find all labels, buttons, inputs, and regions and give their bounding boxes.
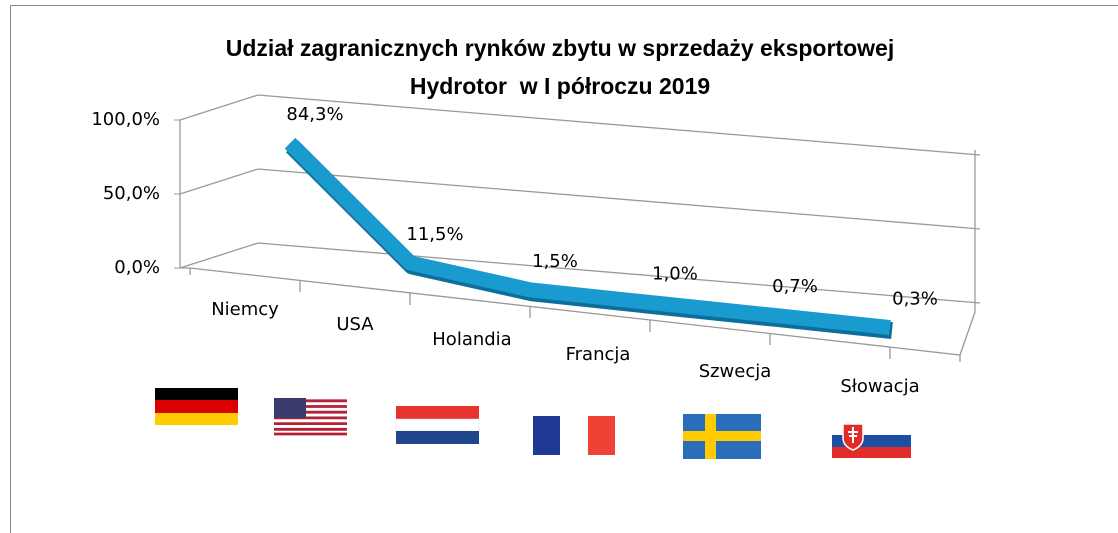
y-tick-label: 0,0%: [114, 257, 160, 278]
data-label: 11,5%: [406, 224, 463, 245]
flag-sweden: [683, 414, 761, 459]
flag-france: [533, 416, 615, 455]
y-tick-label: 100,0%: [91, 109, 160, 130]
x-tick-label: Szwecja: [699, 361, 772, 382]
data-label: 0,7%: [772, 276, 818, 297]
data-label: 1,5%: [532, 251, 578, 272]
x-tick-label: Niemcy: [211, 299, 279, 320]
flag-germany: [155, 388, 238, 425]
y-tick-label: 50,0%: [103, 183, 160, 204]
data-label: 1,0%: [652, 264, 698, 285]
data-label: 0,3%: [892, 289, 938, 310]
x-tick-label: Holandia: [432, 329, 511, 350]
chart-title: Hydrotor w I półroczu 2019: [410, 73, 710, 99]
chart-title: Udział zagranicznych rynków zbytu w sprz…: [226, 35, 894, 61]
flag-slovakia: [832, 423, 911, 458]
x-tick-label: Słowacja: [840, 376, 919, 397]
x-tick-label: Francja: [566, 344, 631, 365]
chart-border: [10, 5, 1118, 533]
grid-line: [179, 168, 981, 230]
axis-frame: [179, 120, 976, 356]
data-label: 84,3%: [286, 104, 343, 125]
axis-tick: [189, 268, 961, 362]
grid-line: [179, 94, 981, 156]
x-tick-label: USA: [336, 314, 374, 335]
flag-usa: [274, 398, 347, 436]
grid-line: [179, 242, 981, 304]
line: [284, 137, 891, 336]
flag-netherlands: [395, 406, 480, 444]
flags: [155, 388, 911, 459]
